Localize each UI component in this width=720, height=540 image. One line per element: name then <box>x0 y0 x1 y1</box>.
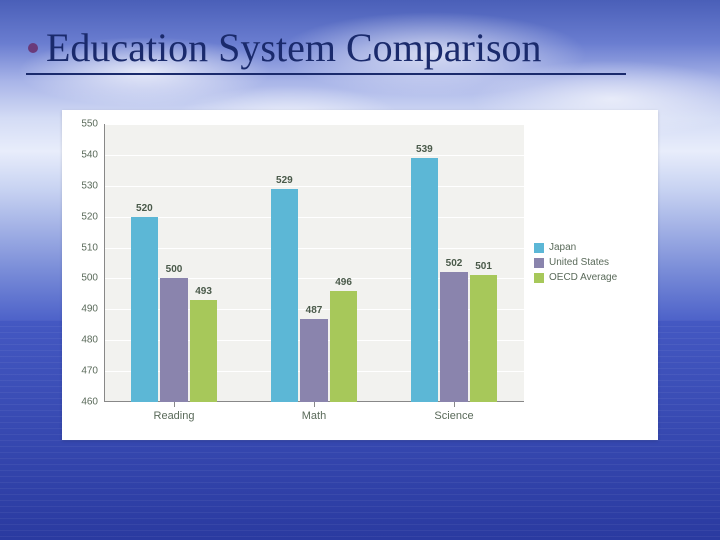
bar-value-label: 539 <box>416 144 433 155</box>
bar: 520 <box>131 217 159 402</box>
legend-label: Japan <box>549 242 576 253</box>
category-label: Math <box>302 402 326 422</box>
chart-plot-area: 460470480490500510520530540550Reading520… <box>104 124 524 402</box>
y-axis-label: 530 <box>81 180 104 191</box>
slide-title: Education System Comparison <box>46 25 542 70</box>
grid-line <box>104 248 524 249</box>
bar: 487 <box>300 319 328 402</box>
y-axis-label: 510 <box>81 242 104 253</box>
legend-item: OECD Average <box>534 272 617 283</box>
y-axis <box>104 124 105 402</box>
grid-line <box>104 217 524 218</box>
bar-value-label: 500 <box>166 264 183 275</box>
bar: 539 <box>411 158 439 402</box>
legend-item: Japan <box>534 242 617 253</box>
bar: 529 <box>271 189 299 402</box>
bar-value-label: 501 <box>475 261 492 272</box>
bar-value-label: 520 <box>136 203 153 214</box>
grid-line <box>104 155 524 156</box>
bar-value-label: 496 <box>335 277 352 288</box>
bar: 502 <box>440 272 468 402</box>
bar-value-label: 493 <box>195 286 212 297</box>
legend-label: United States <box>549 257 609 268</box>
grid-line <box>104 124 524 125</box>
y-axis-label: 500 <box>81 273 104 284</box>
y-axis-label: 540 <box>81 149 104 160</box>
category-label: Science <box>434 402 473 422</box>
y-axis-label: 470 <box>81 366 104 377</box>
title-block: Education System Comparison <box>28 24 626 75</box>
bar-value-label: 502 <box>446 258 463 269</box>
chart-legend: Japan United States OECD Average <box>534 242 617 287</box>
legend-swatch <box>534 258 544 268</box>
chart-panel: 460470480490500510520530540550Reading520… <box>62 110 658 440</box>
slide: Education System Comparison 460470480490… <box>0 0 720 540</box>
bar: 496 <box>330 291 358 402</box>
y-axis-label: 480 <box>81 335 104 346</box>
legend-label: OECD Average <box>549 272 617 283</box>
y-axis-label: 490 <box>81 304 104 315</box>
legend-swatch <box>534 243 544 253</box>
bar-value-label: 487 <box>306 305 323 316</box>
y-axis-label: 460 <box>81 397 104 408</box>
title-underline <box>26 73 626 75</box>
bar: 493 <box>190 300 218 402</box>
bar-value-label: 529 <box>276 175 293 186</box>
legend-swatch <box>534 273 544 283</box>
y-axis-label: 520 <box>81 211 104 222</box>
category-label: Reading <box>154 402 195 422</box>
legend-item: United States <box>534 257 617 268</box>
title-bullet <box>28 43 38 53</box>
grid-line <box>104 186 524 187</box>
y-axis-label: 550 <box>81 119 104 130</box>
bar: 500 <box>160 278 188 402</box>
bar: 501 <box>470 275 498 402</box>
